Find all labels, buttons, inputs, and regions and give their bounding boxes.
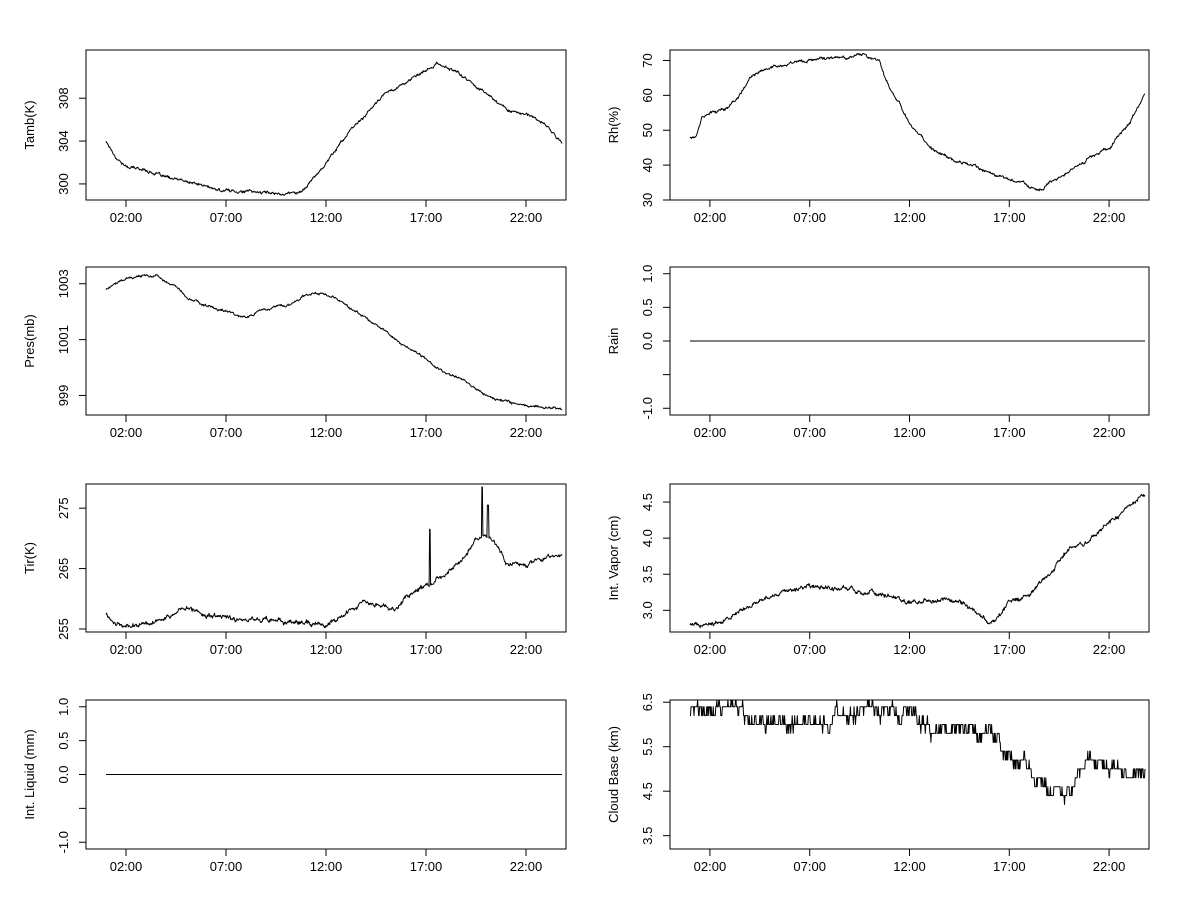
panel-tir: 02:00 07:00 12:00 17:00 22:00 255 265 275 Tir(K) — [22, 483, 567, 657]
y-axis-label: Cloud Base (km) — [606, 726, 621, 823]
x-tick-label: 07:00 — [793, 210, 826, 225]
plot-frame — [85, 266, 567, 416]
x-tick-label: 02:00 — [694, 425, 727, 440]
panel-rain: 02:00 07:00 12:00 17:00 22:00 -1.0 0.0 0.5 1.0 Ra… — [606, 265, 1150, 440]
y-tick-label: 50 — [640, 123, 655, 137]
panel-pres: 02:00 07:00 12:00 17:00 22:00 999 1001 1003 Pres… — [22, 266, 567, 440]
y-tick-label: 5.5 — [640, 738, 655, 756]
x-tick-label: 17:00 — [993, 859, 1026, 874]
y-tick-label: 3.5 — [640, 565, 655, 583]
x-tick-label: 07:00 — [793, 642, 826, 657]
y-tick-label: 30 — [640, 193, 655, 207]
x-tick-label: 12:00 — [893, 425, 926, 440]
x-tick-label: 22:00 — [1093, 859, 1126, 874]
x-tick-label: 17:00 — [410, 642, 443, 657]
y-tick-label: 6.5 — [640, 693, 655, 711]
x-tick-label: 02:00 — [694, 859, 727, 874]
series-line-tamb — [105, 61, 563, 196]
y-axis-label: Rh(%) — [606, 107, 621, 144]
series-line-rh — [689, 53, 1146, 192]
x-tick-label: 07:00 — [210, 642, 243, 657]
series-line-pres — [105, 274, 563, 411]
y-tick-label: 4.5 — [640, 782, 655, 800]
y-tick-label: -1.0 — [640, 397, 655, 419]
panel-tamb: 02:00 07:00 12:00 17:00 22:00 300 304 308 Tamb(K… — [22, 49, 567, 225]
x-tick-label: 22:00 — [510, 210, 543, 225]
x-tick-label: 02:00 — [110, 642, 143, 657]
x-tick-label: 17:00 — [993, 642, 1026, 657]
x-tick-label: 17:00 — [410, 425, 443, 440]
y-tick-label: 0.0 — [640, 332, 655, 350]
x-tick-label: 22:00 — [510, 642, 543, 657]
x-tick-label: 22:00 — [510, 425, 543, 440]
y-tick-label: 999 — [56, 385, 71, 407]
y-tick-label: 4.0 — [640, 529, 655, 547]
x-tick-label: 02:00 — [110, 210, 143, 225]
panel-liquid: 02:00 07:00 12:00 17:00 22:00 -1.0 0.0 0.5 1.0 In… — [22, 698, 567, 874]
y-tick-label: 70 — [640, 53, 655, 67]
panel-cloudbase: 02:00 07:00 12:00 17:00 22:00 3.5 4.5 5.5 6.5 Clo… — [606, 693, 1150, 874]
y-tick-label: 308 — [56, 87, 71, 109]
y-tick-label: 1003 — [56, 269, 71, 298]
x-tick-label: 12:00 — [893, 210, 926, 225]
series-line-cloudbase — [690, 699, 1146, 805]
y-axis-label: Tamb(K) — [22, 100, 37, 149]
x-tick-label: 07:00 — [210, 859, 243, 874]
x-tick-label: 17:00 — [993, 210, 1026, 225]
y-tick-label: 4.5 — [640, 493, 655, 511]
plot-frame — [669, 49, 1150, 201]
y-tick-label: 0.0 — [56, 765, 71, 783]
y-tick-label: 40 — [640, 158, 655, 172]
x-tick-label: 07:00 — [210, 210, 243, 225]
y-axis-label: Int. Liquid (mm) — [22, 729, 37, 819]
plot-frame — [85, 49, 567, 201]
x-tick-label: 12:00 — [893, 642, 926, 657]
series-line-vapor — [689, 493, 1146, 629]
x-tick-label: 07:00 — [793, 859, 826, 874]
x-tick-label: 12:00 — [310, 859, 343, 874]
y-axis-label: Rain — [606, 328, 621, 355]
y-tick-label: -1.0 — [56, 831, 71, 853]
y-tick-label: 255 — [56, 618, 71, 640]
y-tick-label: 3.0 — [640, 601, 655, 619]
x-tick-label: 12:00 — [310, 210, 343, 225]
x-tick-label: 07:00 — [210, 425, 243, 440]
x-tick-label: 02:00 — [694, 210, 727, 225]
y-axis-label: Pres(mb) — [22, 314, 37, 367]
x-tick-label: 12:00 — [310, 425, 343, 440]
y-tick-label: 0.5 — [640, 298, 655, 316]
y-axis-label: Tir(K) — [22, 542, 37, 574]
y-axis-label: Int. Vapor (cm) — [606, 515, 621, 600]
x-tick-label: 02:00 — [110, 859, 143, 874]
panel-vapor: 02:00 07:00 12:00 17:00 22:00 3.0 3.5 4.0 4.5 Int… — [606, 483, 1150, 657]
y-tick-label: 265 — [56, 558, 71, 580]
y-tick-label: 1.0 — [56, 698, 71, 716]
x-tick-label: 22:00 — [1093, 425, 1126, 440]
panel-rh: 02:00 07:00 12:00 17:00 22:00 30 40 50 60 70 Rh(%) — [606, 49, 1150, 225]
x-tick-label: 07:00 — [793, 425, 826, 440]
y-tick-label: 275 — [56, 497, 71, 519]
x-tick-label: 17:00 — [410, 859, 443, 874]
x-tick-label: 02:00 — [110, 425, 143, 440]
plot-frame — [85, 483, 567, 633]
x-tick-label: 17:00 — [410, 210, 443, 225]
y-tick-label: 1001 — [56, 325, 71, 354]
y-tick-label: 300 — [56, 173, 71, 195]
y-tick-label: 3.5 — [640, 827, 655, 845]
y-tick-label: 60 — [640, 88, 655, 102]
x-tick-label: 22:00 — [1093, 210, 1126, 225]
x-tick-label: 22:00 — [510, 859, 543, 874]
x-tick-label: 12:00 — [310, 642, 343, 657]
x-tick-label: 22:00 — [1093, 642, 1126, 657]
y-tick-label: 1.0 — [640, 265, 655, 283]
x-tick-label: 02:00 — [694, 642, 727, 657]
series-line-tir — [105, 486, 563, 629]
y-tick-label: 304 — [56, 130, 71, 152]
x-tick-label: 12:00 — [893, 859, 926, 874]
x-tick-label: 17:00 — [993, 425, 1026, 440]
y-tick-label: 0.5 — [56, 732, 71, 750]
